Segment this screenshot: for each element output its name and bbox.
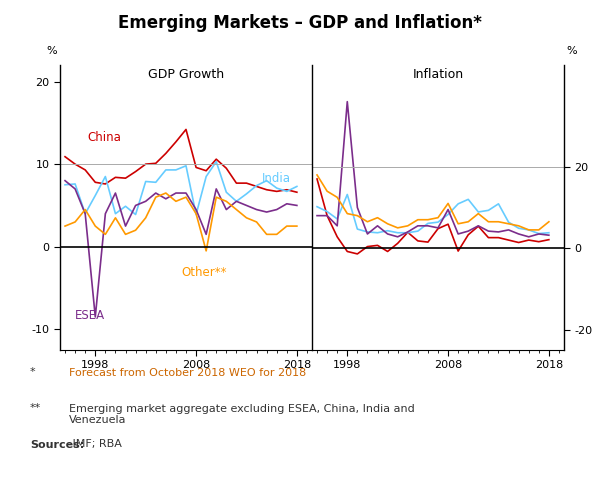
Text: China: China bbox=[87, 131, 121, 144]
Text: GDP Growth: GDP Growth bbox=[148, 68, 224, 81]
Text: %: % bbox=[47, 46, 58, 56]
Text: IMF; RBA: IMF; RBA bbox=[69, 440, 122, 450]
Text: ESEA: ESEA bbox=[75, 310, 105, 322]
Text: Forecast from October 2018 WEO for 2018: Forecast from October 2018 WEO for 2018 bbox=[69, 368, 306, 378]
Text: India: India bbox=[262, 172, 290, 186]
Text: %: % bbox=[566, 46, 577, 56]
Text: Sources:: Sources: bbox=[30, 440, 84, 450]
Text: **: ** bbox=[30, 404, 41, 413]
Text: Emerging Markets – GDP and Inflation*: Emerging Markets – GDP and Inflation* bbox=[118, 14, 482, 32]
Text: Other**: Other** bbox=[181, 266, 226, 278]
Text: Emerging market aggregate excluding ESEA, China, India and
Venezuela: Emerging market aggregate excluding ESEA… bbox=[69, 404, 415, 425]
Text: *: * bbox=[30, 368, 35, 378]
Text: Inflation: Inflation bbox=[412, 68, 464, 81]
